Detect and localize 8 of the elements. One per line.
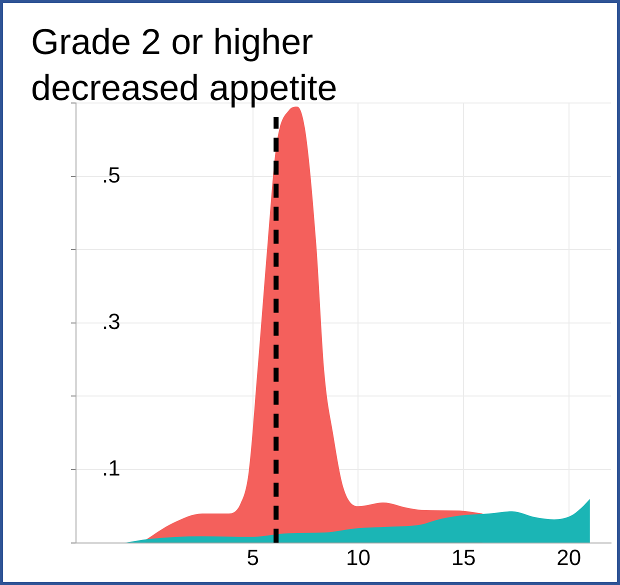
x-tick-label: 5 — [246, 545, 260, 570]
x-tick-label: 20 — [556, 545, 582, 570]
x-tick-label: 10 — [346, 545, 370, 570]
y-tick-label: .1 — [102, 456, 120, 481]
y-tick-label: .3 — [102, 308, 120, 334]
y-tick-label: .5 — [102, 162, 120, 188]
x-tick-label: 15 — [451, 545, 476, 570]
chart-title: Grade 2 or higher decreased appetite — [31, 20, 338, 110]
